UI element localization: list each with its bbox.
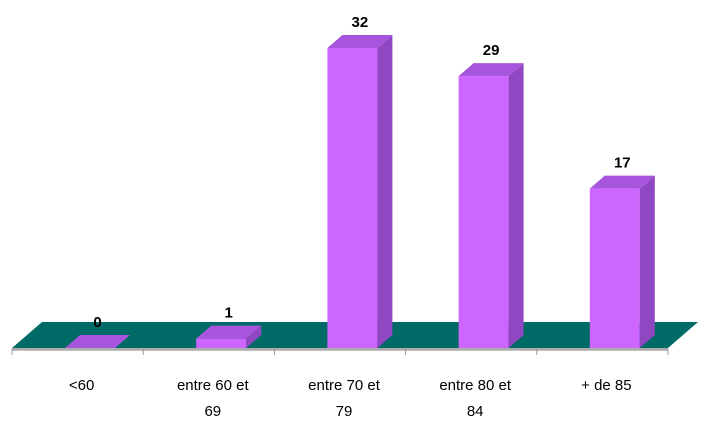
bar-front [327,48,378,348]
category-label: + de 85 [581,377,631,394]
bar [458,63,524,348]
bar-top [327,35,393,48]
category-label: entre 80 et 84 [439,377,512,420]
bar-front [458,76,509,348]
bar-top [65,335,130,348]
bar-front [196,338,247,348]
bar [589,175,655,348]
bar [65,335,130,348]
bar [196,325,262,348]
category-labels: <60 entre 60 et 69 entre 70 et 79 entre 80 et… [69,377,632,420]
bar-top [589,175,655,189]
x-axis [11,348,669,355]
data-label: 1 [225,305,233,322]
bar-side [508,63,524,348]
data-label: 29 [483,42,500,59]
bars [65,35,655,348]
category-label: <60 [69,377,94,394]
data-label: 32 [352,14,369,31]
data-label: 0 [93,314,101,331]
bar-side [639,175,655,348]
bar-top [196,325,262,339]
category-label: entre 60 et 69 [177,377,250,420]
category-label: entre 70 et 79 [308,377,381,420]
bar-top [458,63,524,77]
bar-front [589,188,640,348]
data-labels: 0 1 32 29 17 [93,14,630,331]
bar-side [246,325,262,348]
bar-side [377,35,393,348]
bar [327,35,393,348]
data-label: 17 [614,155,631,172]
